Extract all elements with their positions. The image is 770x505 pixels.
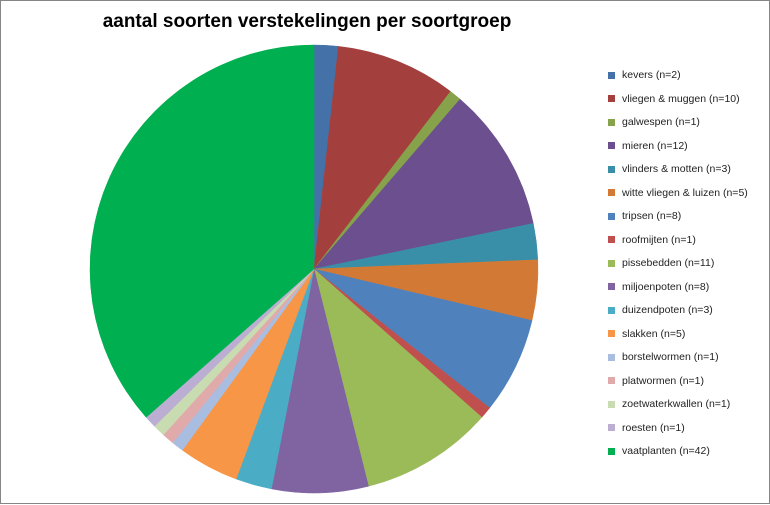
pie-slice (313, 98, 534, 270)
chart-title-text: aantal soorten verstekelingen per soortg… (102, 11, 512, 32)
pie-slice (313, 46, 451, 270)
legend-swatch-icon (608, 306, 615, 314)
legend-item: witte vliegen & luizen (n=5) (608, 185, 748, 201)
legend-label: miljoenpoten (n=8) (622, 280, 710, 293)
legend-swatch-icon (608, 353, 615, 361)
legend-swatch-icon (608, 95, 615, 102)
legend-item: vaatplanten (n=42) (608, 443, 710, 459)
legend-swatch-icon (608, 330, 615, 337)
legend-label: roofmijten (n=1) (622, 233, 696, 246)
legend-item: zoetwaterkwallen (n=1) (608, 396, 730, 412)
legend-item: duizendpoten (n=3) (608, 302, 713, 318)
legend-item: roofmijten (n=1) (608, 232, 696, 248)
legend-label: galwespen (n=1) (622, 116, 700, 128)
chart-title: aantal soorten verstekelingen per soortg… (1, 11, 613, 33)
legend-label: kevers (n=2) (622, 69, 681, 81)
pie-slice (313, 268, 483, 487)
legend-swatch-icon (608, 424, 615, 431)
legend-label: vliegen & muggen (n=10) (622, 92, 740, 105)
legend-item: vliegen & muggen (n=10) (608, 91, 740, 107)
legend-label: tripsen (n=8) (622, 210, 682, 222)
legend-item: roesten (n=1) (608, 420, 685, 436)
legend-item: slakken (n=5) (608, 326, 685, 342)
legend-swatch-icon (608, 165, 615, 173)
legend-label: platwormen (n=1) (622, 374, 704, 387)
legend-item: mieren (n=12) (608, 138, 688, 154)
legend-item: miljoenpoten (n=8) (608, 279, 709, 295)
legend-swatch-icon (608, 71, 615, 79)
legend-item: platwormen (n=1) (608, 373, 704, 389)
legend-swatch-icon (608, 118, 615, 126)
legend-swatch-icon (608, 236, 615, 243)
legend-item: kevers (n=2) (608, 67, 681, 83)
legend-label: pissebedden (n=11) (622, 257, 715, 269)
legend-label: vaatplanten (n=42) (622, 445, 710, 457)
legend-item: borstelwormen (n=1) (608, 349, 719, 365)
legend-item: tripsen (n=8) (608, 208, 681, 224)
legend-label: witte vliegen & luizen (n=5) (622, 186, 748, 199)
legend-swatch-icon (608, 189, 615, 196)
legend-swatch-icon (608, 377, 615, 384)
legend-swatch-icon (608, 259, 615, 267)
legend-label: zoetwaterkwallen (n=1) (622, 398, 731, 410)
pie-slice (89, 44, 315, 418)
legend-label: slakken (n=5) (622, 327, 686, 340)
legend-swatch-icon (608, 447, 615, 455)
legend-item: vlinders & motten (n=3) (608, 161, 731, 177)
legend-swatch-icon (608, 142, 615, 149)
legend-swatch-icon (608, 283, 615, 290)
legend-label: vlinders & motten (n=3) (622, 163, 731, 175)
legend-swatch-icon (608, 212, 615, 220)
legend-label: roesten (n=1) (622, 421, 685, 434)
legend-item: pissebedden (n=11) (608, 255, 714, 271)
legend-swatch-icon (608, 400, 615, 408)
legend-label: mieren (n=12) (622, 139, 688, 152)
legend-label: duizendpoten (n=3) (622, 304, 713, 316)
legend-label: borstelwormen (n=1) (622, 351, 719, 363)
legend-item: galwespen (n=1) (608, 114, 700, 130)
